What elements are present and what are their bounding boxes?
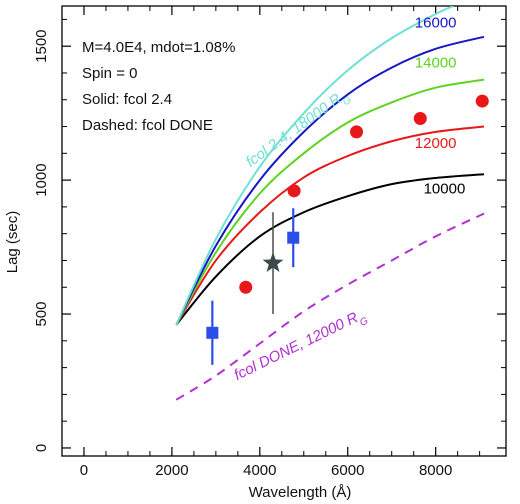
- series-label: 14000: [415, 55, 457, 72]
- annotation-line: Spin = 0: [82, 65, 137, 82]
- annotation-line: Solid: fcol 2.4: [82, 91, 172, 108]
- plot-frame: [61, 5, 507, 457]
- series-label-subscript: G: [358, 315, 370, 328]
- y-tick-label: 500: [33, 302, 50, 327]
- data-point-circle: [475, 94, 489, 108]
- series-label: fcol DONE, 12000 RG: [231, 306, 370, 388]
- x-tick-label: 4000: [243, 462, 276, 479]
- series-lines: [175, 6, 485, 401]
- series-line: [175, 212, 485, 401]
- x-tick-label: 8000: [419, 462, 452, 479]
- x-axis-label: Wavelength (Å): [249, 484, 352, 501]
- series-label: 16000: [415, 14, 457, 31]
- series-label: 10000: [424, 181, 466, 198]
- chart-plot-area: 0 2000 4000 6000 8000 0 500 1000 1500: [33, 5, 507, 479]
- x-tick-label: 2000: [155, 462, 188, 479]
- data-point-square: [206, 326, 219, 339]
- series-line: [175, 125, 485, 326]
- series-line: [175, 35, 485, 326]
- data-point-circle: [350, 125, 364, 139]
- y-tick-label: 0: [33, 444, 50, 452]
- series-line: [175, 78, 485, 326]
- annotation-line: Dashed: fcol DONE: [82, 117, 213, 134]
- series-label: 12000: [415, 135, 457, 152]
- data-point-star: [262, 252, 284, 273]
- annotation-block: M=4.0E4, mdot=1.08% Spin = 0 Solid: fcol…: [82, 39, 235, 134]
- series-line: [175, 173, 485, 326]
- x-tick-label: 6000: [331, 462, 364, 479]
- y-tick-label: 1500: [33, 29, 50, 62]
- x-tick-label: 0: [80, 462, 88, 479]
- annotation-line: M=4.0E4, mdot=1.08%: [82, 39, 235, 56]
- series-line: [175, 6, 454, 326]
- data-point-circle: [287, 184, 301, 198]
- y-axis-label: Lag (sec): [4, 211, 21, 274]
- data-point-square: [287, 231, 300, 244]
- data-point-circle: [239, 280, 253, 294]
- series-label-subscript: G: [341, 94, 354, 108]
- data-points: [206, 94, 489, 365]
- y-tick-label: 1000: [33, 163, 50, 196]
- data-point-circle: [413, 112, 427, 125]
